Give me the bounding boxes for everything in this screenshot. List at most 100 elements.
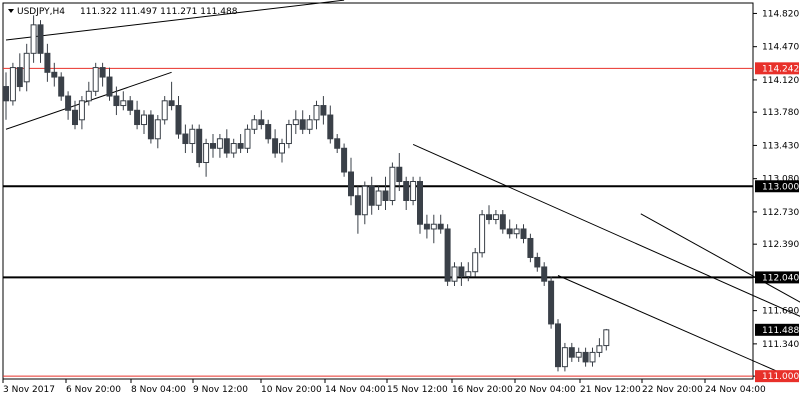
y-tick-label: 113.080 xyxy=(762,175,799,185)
chart-header: USDJPY,H4 111.322 111.497 111.271 111.48… xyxy=(8,7,238,17)
candle-51 xyxy=(354,186,361,234)
candle-41 xyxy=(285,119,292,149)
candle-22 xyxy=(154,115,161,149)
candle-6 xyxy=(44,43,51,82)
candle-body-down xyxy=(237,143,244,149)
candle-28 xyxy=(196,124,203,168)
candle-body-up xyxy=(141,114,147,126)
candle-body-down xyxy=(403,181,410,201)
candle-16 xyxy=(113,86,120,116)
candle-24 xyxy=(168,81,175,111)
candle-77 xyxy=(534,252,541,272)
candle-25 xyxy=(175,96,182,139)
price-tag-label: 112.040 xyxy=(762,273,799,283)
candle-66 xyxy=(458,262,465,286)
candle-60 xyxy=(417,176,423,234)
candle-4 xyxy=(30,15,37,63)
candle-body-up xyxy=(430,223,437,230)
candle-86 xyxy=(596,338,603,358)
candle-body-down xyxy=(127,100,134,111)
candle-body-down xyxy=(320,105,327,116)
price-tag-4: 111.000 xyxy=(755,370,799,383)
x-tick-label: 10 Nov 20:00 xyxy=(261,385,322,395)
candle-71 xyxy=(492,209,499,225)
x-tick-label: 16 Nov 20:00 xyxy=(452,385,513,395)
candle-body-down xyxy=(382,190,389,201)
candle-46 xyxy=(320,96,327,125)
price-tag-box xyxy=(755,370,799,383)
candle-80 xyxy=(555,319,561,372)
price-tag-label: 111.488 xyxy=(762,326,799,336)
candle-84 xyxy=(582,347,589,367)
candle-body-down xyxy=(99,67,106,78)
candle-body-down xyxy=(568,347,575,358)
candle-37 xyxy=(258,110,265,130)
candle-body-down xyxy=(506,228,513,235)
candle-83 xyxy=(575,347,582,362)
candle-body-down xyxy=(486,214,492,220)
candle-body-down xyxy=(106,76,113,97)
candle-59 xyxy=(410,176,417,206)
candle-31 xyxy=(216,134,223,158)
price-tag-box xyxy=(755,271,799,284)
candle-body-down xyxy=(44,52,51,73)
y-tick-label: 114.470 xyxy=(762,43,799,53)
candle-9 xyxy=(65,91,72,120)
y-tick-label: 112.730 xyxy=(762,208,799,218)
candle-79 xyxy=(548,276,555,329)
candle-33 xyxy=(230,138,237,158)
candle-body-down xyxy=(520,228,527,239)
candle-body-down xyxy=(458,266,465,277)
candle-body-up xyxy=(78,100,85,121)
candle-body-down xyxy=(65,95,72,111)
candle-body-down xyxy=(541,266,548,282)
candle-body-up xyxy=(472,252,479,273)
candle-body-up xyxy=(189,128,196,145)
candle-34 xyxy=(237,134,244,154)
candle-23 xyxy=(161,96,168,125)
candle-body-down xyxy=(499,214,506,230)
candle-30 xyxy=(210,134,216,158)
candle-76 xyxy=(527,233,534,263)
candle-body-up xyxy=(244,128,251,149)
candle-18 xyxy=(127,96,134,116)
candle-73 xyxy=(506,219,513,239)
candle-49 xyxy=(341,143,348,177)
candle-body-up xyxy=(603,329,610,347)
candle-0 xyxy=(3,72,9,120)
candle-72 xyxy=(499,209,506,234)
candle-56 xyxy=(389,162,396,206)
candle-26 xyxy=(182,124,189,154)
candle-body-up xyxy=(161,100,168,121)
candle-body-up xyxy=(361,185,368,216)
x-tick-label: 24 Nov 04:00 xyxy=(705,385,766,395)
candle-body-down xyxy=(58,76,65,97)
candle-35 xyxy=(244,124,251,154)
candle-54 xyxy=(375,186,382,210)
candle-40 xyxy=(279,138,285,163)
candle-8 xyxy=(58,72,65,101)
candle-20 xyxy=(141,110,147,135)
candle-45 xyxy=(313,100,320,130)
candle-21 xyxy=(147,110,154,144)
ohlc-label: 111.322 111.497 111.271 111.488 xyxy=(80,7,238,17)
candle-body-up xyxy=(279,143,285,154)
candle-body-up xyxy=(375,190,382,206)
candle-1 xyxy=(9,62,16,106)
y-tick-label: 113.430 xyxy=(762,141,799,151)
candle-body-down xyxy=(196,128,203,164)
candle-body-up xyxy=(479,214,486,254)
candle-body-up xyxy=(575,351,582,358)
x-tick-label: 22 Nov 20:00 xyxy=(642,385,703,395)
candle-27 xyxy=(189,124,196,154)
candle-body-down xyxy=(16,67,23,88)
candle-body-down xyxy=(423,223,430,230)
candle-body-up xyxy=(285,124,292,145)
x-tick-label: 20 Nov 04:00 xyxy=(515,385,576,395)
candle-36 xyxy=(251,115,258,135)
candle-body-up xyxy=(313,105,320,121)
dropdown-triangle-icon[interactable] xyxy=(8,9,14,13)
candle-44 xyxy=(306,115,313,135)
candle-body-up xyxy=(154,119,161,140)
